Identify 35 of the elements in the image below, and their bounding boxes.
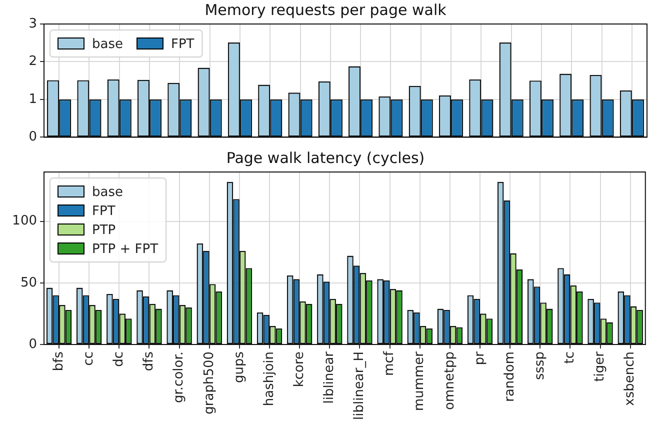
x-tick-label: mcf [382, 351, 398, 376]
x-tick-label: dc [112, 351, 127, 367]
legend-label: FPT [170, 36, 194, 52]
y-tick-label: 0 [28, 336, 37, 352]
x-tick-label: cc [81, 351, 96, 366]
legend-label: FPT [92, 204, 116, 219]
chart-title: Page walk latency (cycles) [226, 148, 425, 167]
x-tick-label: liblinear [322, 350, 338, 404]
x-tick-label: pr [472, 350, 488, 366]
x-tick-label: omnetpp [442, 351, 458, 410]
x-tick-label: random [502, 351, 518, 402]
x-tick-label: kcore [292, 351, 307, 388]
x-tick-label: gups [232, 351, 247, 384]
x-tick-label: bfs [51, 351, 66, 372]
x-tick-label: tc [562, 351, 578, 364]
legend-label: PTP + FPT [92, 242, 158, 257]
y-tick-label: 2 [28, 54, 37, 70]
x-tick-label: sssp [532, 351, 548, 380]
y-tick-label: 50 [20, 275, 37, 290]
chart-title: Memory requests per page walk [204, 0, 447, 19]
legend-label: PTP [92, 222, 116, 238]
x-tick-label: graph500 [202, 351, 217, 414]
x-tick-label: gr.color. [172, 351, 187, 403]
legend-label: base [92, 36, 123, 52]
x-tick-label: dfs [142, 351, 157, 372]
y-tick-label: 100 [12, 214, 37, 229]
legend-label: base [92, 184, 123, 200]
x-tick-label: liblinear_H [352, 351, 368, 420]
y-tick-label: 1 [28, 92, 37, 107]
y-tick-label: 3 [28, 16, 37, 32]
x-tick-label: xsbench [622, 351, 638, 406]
x-tick-label: hashjoin [262, 351, 277, 406]
x-tick-label: tiger [592, 350, 608, 382]
x-tick-label: mummer [412, 350, 428, 412]
y-tick-label: 0 [28, 130, 37, 145]
